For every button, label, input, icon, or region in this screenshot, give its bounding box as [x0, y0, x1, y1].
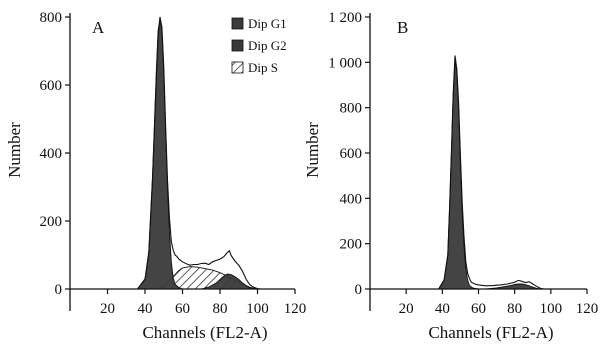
panel-b-y-tick-label: 1 000 — [328, 55, 362, 71]
legend-swatch-dip-g2 — [231, 39, 244, 52]
legend-entry-dip-g1: Dip G1 — [231, 16, 287, 31]
legend-label-dip-g1: Dip G1 — [248, 16, 287, 31]
panel-a-legend: Dip G1 Dip G2 Dip S — [231, 16, 287, 75]
panel-b-area-series-2 — [485, 283, 541, 290]
panel-b-y-tick-label: 400 — [340, 191, 363, 207]
panel-b-x-tick-label: 40 — [435, 301, 450, 317]
panel-b-y-tick-label: 0 — [355, 282, 363, 298]
panel-a-x-tick-label: 80 — [213, 301, 228, 317]
panel-b-y-axis-title: Number — [303, 122, 322, 178]
panel-a: 0 200 400 600 800 20 40 60 80 100 120 A Number Ch… — [5, 10, 306, 342]
panel-a-letter: A — [92, 18, 105, 37]
panel-a-x-tick-label: 120 — [284, 301, 307, 317]
panel-a-histogram-outline — [137, 16, 262, 290]
panel-a-y-tick-label: 200 — [40, 214, 63, 230]
panel-a-x-tick-label: 100 — [246, 301, 269, 317]
panel-b-x-tick-label: 60 — [471, 301, 486, 317]
panel-a-y-axis-title: Number — [5, 122, 24, 178]
legend-label-dip-s: Dip S — [248, 60, 278, 75]
panel-a-x-axis-title: Channels (FL2-A) — [142, 323, 267, 342]
panel-a-y-tick-label: 0 — [55, 282, 63, 298]
panel-a-x-tick-label: 40 — [138, 301, 153, 317]
panel-b-y-tick-label: 1 200 — [328, 10, 362, 26]
panel-b-letter: B — [397, 18, 408, 37]
panel-a-x-tick-label: 60 — [175, 301, 190, 317]
panel-a-x-tick-label: 20 — [100, 301, 115, 317]
legend-swatch-dip-g1 — [231, 17, 244, 30]
panel-b: 0 200 400 600 800 1 000 1 200 20 40 60 80 100 120 B… — [303, 10, 598, 342]
panel-b-x-tick-label: 100 — [540, 301, 563, 317]
panel-b-y-tick-label: 800 — [340, 101, 363, 117]
legend-swatch-dip-s — [231, 61, 244, 74]
panel-a-area-dip-g2 — [201, 273, 258, 290]
legend-entry-dip-s: Dip S — [231, 60, 278, 75]
panel-a-y-tick-label: 400 — [40, 146, 63, 162]
panel-b-x-tick-label: 120 — [576, 301, 599, 317]
panel-a-y-tick-label: 800 — [40, 10, 63, 26]
panel-b-y-tick-label: 200 — [340, 237, 363, 253]
panel-b-x-tick-label: 20 — [399, 301, 414, 317]
panel-b-y-tick-label: 600 — [340, 146, 363, 162]
legend-entry-dip-g2: Dip G2 — [231, 38, 287, 53]
panel-b-x-axis-title: Channels (FL2-A) — [428, 323, 553, 342]
legend-label-dip-g2: Dip G2 — [248, 38, 287, 53]
panel-a-y-tick-label: 600 — [40, 78, 63, 94]
panel-a-area-dip-g1 — [136, 18, 183, 290]
panel-b-histogram-outline — [438, 55, 544, 290]
panel-b-x-tick-label: 80 — [507, 301, 522, 317]
